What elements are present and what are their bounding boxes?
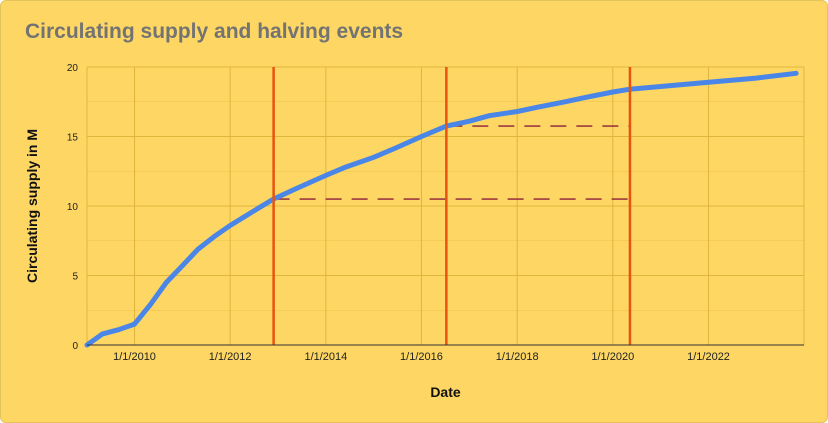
y-tick-label: 0 <box>72 341 78 352</box>
y-tick-label: 20 <box>67 63 79 74</box>
y-tick-label: 5 <box>72 272 78 283</box>
series-lines <box>84 70 799 348</box>
x-tick-label: 1/1/2018 <box>496 351 539 363</box>
x-axis-ticks: 1/1/2010 1/1/2012 1/1/2014 1/1/2016 1/1/2018… <box>113 351 730 363</box>
y-tick-label: 10 <box>67 202 79 213</box>
x-tick-label: 1/1/2014 <box>304 351 347 363</box>
series-line <box>84 70 799 348</box>
halving-event-lines <box>272 67 632 345</box>
x-tick-label: 1/1/2012 <box>209 351 252 363</box>
y-axis-title: Circulating supply in M <box>24 129 40 283</box>
chart-title: Circulating supply and halving events <box>25 20 404 43</box>
x-tick-label: 1/1/2020 <box>591 351 634 363</box>
x-tick-label: 1/1/2010 <box>113 351 156 363</box>
x-axis-title: Date <box>430 384 461 400</box>
x-tick-label: 1/1/2022 <box>687 351 730 363</box>
halving-reference-lines <box>273 125 630 200</box>
y-axis-ticks: 0 5 10 15 20 <box>67 63 79 352</box>
y-tick-label: 15 <box>67 133 79 144</box>
x-tick-label: 1/1/2016 <box>400 351 443 363</box>
